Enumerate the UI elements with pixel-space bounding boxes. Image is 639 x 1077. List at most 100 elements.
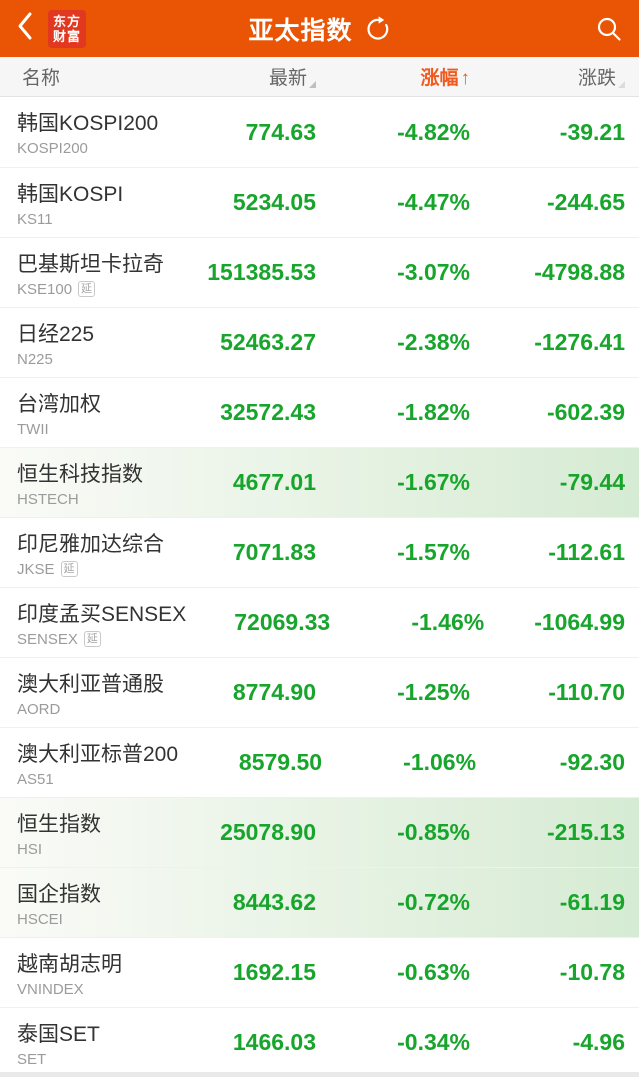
- table-row[interactable]: 韩国KOSPI KS11 5234.05 -4.47% -244.65: [0, 167, 639, 237]
- table-row[interactable]: 澳大利亚标普200 AS51 8579.50 -1.06% -92.30: [0, 727, 639, 797]
- table-row[interactable]: 澳大利亚普通股 AORD 8774.90 -1.25% -110.70: [0, 657, 639, 727]
- index-name: 越南胡志明: [17, 952, 122, 976]
- table-column-header: 名称 最新 涨幅 ↑ 涨跌: [0, 57, 639, 97]
- change-percent-value: -0.85%: [397, 819, 470, 845]
- latest-value: 1692.15: [232, 959, 316, 985]
- search-icon[interactable]: [595, 15, 623, 43]
- column-change-sort[interactable]: 涨跌: [470, 63, 639, 90]
- index-table-body: 韩国KOSPI200 KOSPI200 774.63 -4.82% -39.21…: [0, 97, 639, 1077]
- table-row[interactable]: 日经225 N225 52463.27 -2.38% -1276.41: [0, 307, 639, 377]
- change-percent-value: -2.38%: [397, 329, 470, 355]
- change-value: -4798.88: [534, 259, 625, 285]
- index-name: 台湾加权: [17, 392, 101, 416]
- table-row[interactable]: 国企指数 HSCEI 8443.62 -0.72% -61.19: [0, 867, 639, 937]
- latest-value: 25078.90: [220, 819, 316, 845]
- bottom-divider: [0, 1072, 639, 1077]
- index-name: 巴基斯坦卡拉奇: [17, 252, 164, 276]
- index-code: KSE100: [17, 280, 73, 298]
- index-name: 恒生科技指数: [17, 462, 143, 486]
- change-percent-value: -1.46%: [411, 609, 485, 635]
- index-code: KS11: [17, 210, 53, 228]
- table-row[interactable]: 印尼雅加达综合 JKSE 延 7071.83 -1.57% -112.61: [0, 517, 639, 587]
- table-row[interactable]: 巴基斯坦卡拉奇 KSE100 延 151385.53 -3.07% -4798.…: [0, 237, 639, 307]
- index-code: KOSPI200: [17, 140, 88, 157]
- change-percent-value: -4.82%: [397, 118, 470, 145]
- index-name: 澳大利亚标普200: [17, 742, 179, 766]
- index-name: 韩国KOSPI200: [17, 112, 159, 135]
- change-percent-value: -0.34%: [397, 1029, 470, 1055]
- index-code: HSCEI: [17, 910, 63, 928]
- index-name: 印度孟买SENSEX: [17, 602, 187, 626]
- index-code: HSI: [17, 840, 43, 858]
- sort-corner-icon: [618, 81, 625, 88]
- change-percent-value: -1.57%: [397, 539, 470, 565]
- change-value: -602.39: [546, 399, 625, 425]
- change-percent-value: -4.47%: [397, 189, 470, 215]
- change-percent-value: -1.67%: [397, 469, 470, 495]
- index-code: AORD: [17, 700, 61, 718]
- change-percent-value: -1.06%: [403, 749, 477, 775]
- table-row[interactable]: 台湾加权 TWII 32572.43 -1.82% -602.39: [0, 377, 639, 447]
- sort-corner-icon: [309, 81, 316, 88]
- change-value: -110.70: [548, 679, 625, 705]
- table-row[interactable]: 恒生指数 HSI 25078.90 -0.85% -215.13: [0, 797, 639, 867]
- change-value: -10.78: [559, 959, 625, 985]
- latest-value: 8579.50: [238, 749, 323, 775]
- sort-up-arrow-icon: ↑: [460, 68, 471, 89]
- change-percent-value: -1.25%: [397, 679, 470, 705]
- index-name: 恒生指数: [17, 812, 101, 836]
- column-name: 名称: [22, 68, 61, 89]
- table-row[interactable]: 韩国KOSPI200 KOSPI200 774.63 -4.82% -39.21: [0, 97, 639, 167]
- index-code: VNINDEX: [17, 980, 84, 998]
- latest-value: 774.63: [245, 118, 316, 145]
- change-value: -215.13: [546, 819, 625, 845]
- index-code: TWII: [17, 420, 49, 438]
- logo-line2: 财富: [52, 28, 81, 44]
- eastmoney-logo[interactable]: 东方 财富: [48, 9, 86, 48]
- latest-value: 151385.53: [207, 259, 316, 285]
- index-name: 印尼雅加达综合: [17, 532, 164, 556]
- delayed-badge: 延: [83, 631, 101, 647]
- column-change-pct-label: 涨幅: [420, 68, 459, 89]
- index-name: 韩国KOSPI: [17, 182, 124, 206]
- latest-value: 5234.05: [232, 189, 316, 215]
- page-title: 亚太指数: [248, 16, 353, 45]
- column-change-pct-sort[interactable]: 涨幅 ↑: [316, 63, 470, 90]
- change-percent-value: -3.07%: [397, 259, 470, 285]
- column-latest-label: 最新: [268, 68, 307, 89]
- change-value: -244.65: [546, 189, 625, 215]
- table-row[interactable]: 越南胡志明 VNINDEX 1692.15 -0.63% -10.78: [0, 937, 639, 1007]
- change-value: -112.61: [548, 539, 625, 565]
- table-row[interactable]: 泰国SET SET 1466.03 -0.34% -4.96: [0, 1007, 639, 1077]
- index-name: 澳大利亚普通股: [17, 672, 164, 696]
- back-button[interactable]: [12, 12, 38, 46]
- index-name: 日经225: [17, 322, 95, 346]
- index-name: 国企指数: [17, 882, 101, 906]
- delayed-badge: 延: [78, 281, 96, 297]
- index-code: AS51: [17, 770, 54, 788]
- refresh-icon[interactable]: [363, 15, 391, 43]
- table-row[interactable]: 印度孟买SENSEX SENSEX 延 72069.33 -1.46% -106…: [0, 587, 639, 657]
- index-code: SET: [17, 1050, 47, 1068]
- latest-value: 72069.33: [234, 609, 331, 635]
- back-chevron-icon: [15, 10, 35, 47]
- index-code: SENSEX: [17, 630, 78, 648]
- change-percent-value: -0.72%: [397, 889, 470, 915]
- change-percent-value: -0.63%: [397, 959, 470, 985]
- latest-value: 4677.01: [232, 469, 316, 495]
- latest-value: 7071.83: [232, 539, 316, 565]
- column-latest-sort[interactable]: 最新: [172, 63, 316, 90]
- index-code: HSTECH: [17, 490, 79, 508]
- latest-value: 32572.43: [220, 399, 316, 425]
- delayed-badge: 延: [60, 561, 78, 577]
- change-value: -1064.99: [534, 609, 625, 635]
- change-percent-value: -1.82%: [397, 399, 470, 425]
- index-name: 泰国SET: [17, 1022, 100, 1046]
- table-row[interactable]: 恒生科技指数 HSTECH 4677.01 -1.67% -79.44: [0, 447, 639, 517]
- latest-value: 52463.27: [220, 329, 316, 355]
- latest-value: 1466.03: [232, 1029, 316, 1055]
- index-code: JKSE: [17, 560, 55, 578]
- column-change-label: 涨跌: [577, 68, 616, 89]
- change-value: -4.96: [572, 1029, 625, 1055]
